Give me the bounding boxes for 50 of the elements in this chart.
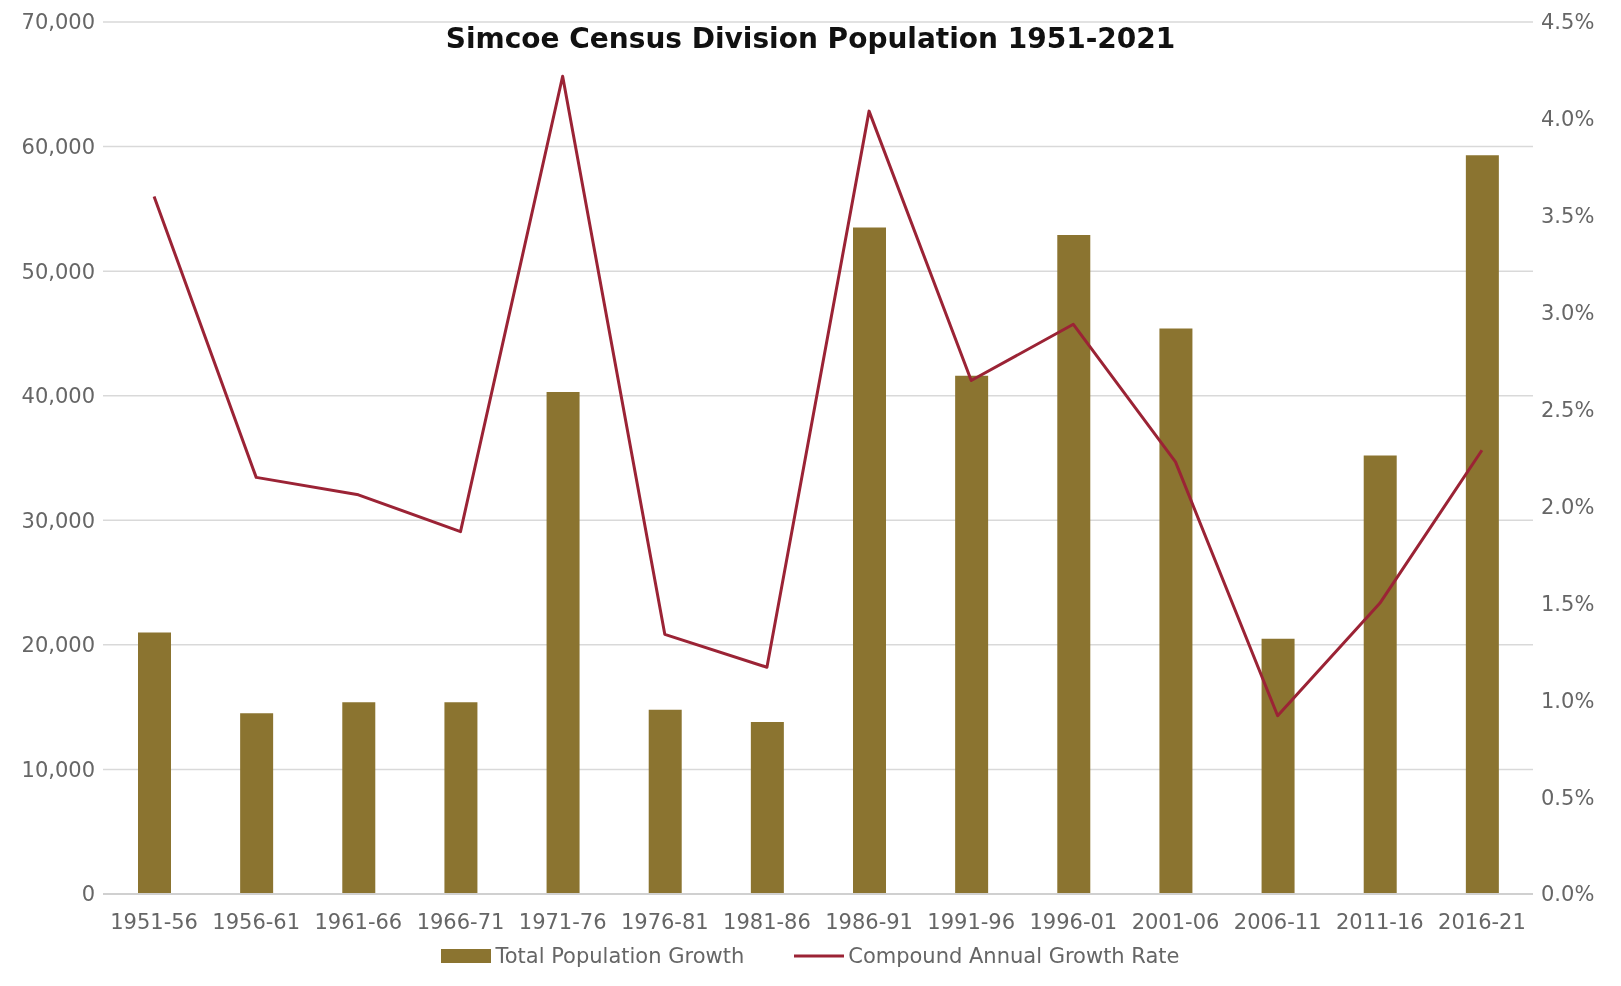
x-tick-label: 1981-86 — [723, 909, 811, 934]
bar — [1159, 328, 1193, 894]
x-tick-label: 1961-66 — [314, 909, 403, 934]
y2-tick-label: 2.0% — [1541, 494, 1595, 519]
y-tick-label: 20,000 — [21, 633, 95, 658]
bar — [1465, 155, 1499, 894]
bar — [750, 722, 784, 894]
y-tick-label: 10,000 — [21, 757, 95, 782]
y2-tick-label: 1.5% — [1541, 591, 1595, 616]
x-tick-label: 2001-06 — [1131, 909, 1220, 934]
y-tick-label: 0 — [81, 882, 95, 907]
y2-tick-label: 3.0% — [1541, 301, 1595, 326]
bar — [1261, 638, 1295, 894]
bar — [240, 713, 274, 894]
y2-tick-label: 3.5% — [1541, 204, 1595, 229]
y2-tick-label: 2.5% — [1541, 398, 1595, 423]
y-tick-label: 40,000 — [21, 384, 95, 409]
y2-tick-label: 0.5% — [1541, 785, 1595, 810]
bar — [1363, 455, 1397, 894]
legend-label: Total Population Growth — [495, 944, 745, 968]
x-tick-label: 1991-96 — [927, 909, 1016, 934]
bar — [138, 632, 171, 894]
bar — [444, 702, 478, 894]
y-tick-label: 60,000 — [21, 135, 95, 160]
y-tick-label: 70,000 — [21, 10, 95, 35]
x-tick-label: 1986-91 — [825, 909, 913, 934]
legend-label: Compound Annual Growth Rate — [848, 944, 1180, 968]
chart-title: Simcoe Census Division Population 1951-2021 — [445, 22, 1176, 55]
x-tick-label: 2016-21 — [1438, 909, 1526, 934]
x-tick-label: 1996-01 — [1029, 909, 1118, 934]
y2-tick-label: 4.5% — [1541, 10, 1595, 35]
y2-tick-label: 4.0% — [1541, 107, 1595, 132]
x-tick-label: 1956-61 — [212, 909, 301, 934]
bar — [546, 391, 580, 894]
bar — [648, 709, 682, 894]
bar — [853, 227, 886, 894]
x-tick-label: 1966-71 — [416, 909, 505, 934]
x-tick-label: 1951-56 — [110, 909, 198, 934]
x-tick-label: 1971-76 — [518, 909, 607, 934]
bar — [955, 375, 989, 894]
y2-tick-label: 1.0% — [1541, 688, 1595, 713]
line-series — [152, 74, 1484, 718]
y-tick-label: 50,000 — [21, 259, 95, 284]
x-tick-label: 1976-81 — [620, 909, 709, 934]
y2-tick-label: 0.0% — [1541, 882, 1595, 907]
bar — [1057, 235, 1091, 894]
x-tick-label: 2011-16 — [1335, 909, 1424, 934]
y-tick-label: 30,000 — [21, 508, 95, 533]
bar — [342, 702, 376, 894]
x-tick-label: 2006-11 — [1233, 909, 1322, 934]
